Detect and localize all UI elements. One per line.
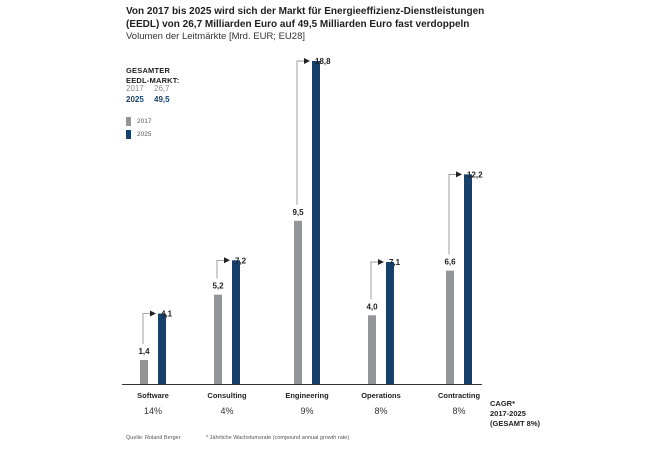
- value-label-2017-contracting: 6,6: [444, 258, 456, 267]
- category-label-operations: Operations: [361, 391, 401, 400]
- growth-connector-contracting: [448, 174, 456, 255]
- legend-item-2025: 2025: [126, 130, 151, 139]
- market-total-2017: 2017 26,7: [126, 84, 182, 94]
- growth-connector-operations: [370, 261, 378, 300]
- footnote: * Jährliche Wachstumsrate (compound annu…: [206, 435, 350, 441]
- bar-2017-engineering: [294, 220, 302, 384]
- cagr-value-contracting: 8%: [452, 406, 465, 416]
- growth-arrow-contracting: [456, 171, 462, 178]
- cagr-value-consulting: 4%: [220, 406, 233, 416]
- cagr-value-operations: 8%: [374, 406, 387, 416]
- value-label-2025-consulting: 7,2: [235, 256, 247, 265]
- category-label-consulting: Consulting: [207, 391, 247, 400]
- growth-arrow-operations: [378, 259, 384, 266]
- market-total-2025: 2025 49,5: [126, 95, 182, 105]
- market-total-2017-year: 2017: [126, 84, 144, 93]
- growth-connector-software: [142, 313, 150, 344]
- market-total-heading-line2: EEDL-MARKT:: [126, 76, 180, 85]
- source-note: Quelle: Roland Berger: [126, 435, 181, 441]
- bar-2025-engineering: [312, 61, 320, 384]
- legend-label-2025: 2025: [137, 131, 152, 139]
- bar-2017-software: [140, 359, 148, 384]
- chart-subtitle: Volumen der Leitmärkte [Mrd. EUR; EU28]: [126, 31, 305, 42]
- category-label-software: Software: [137, 391, 169, 400]
- bar-2025-consulting: [232, 260, 240, 384]
- cagr-value-engineering: 9%: [300, 406, 313, 416]
- value-label-2017-operations: 4,0: [366, 302, 378, 311]
- growth-connector-consulting: [216, 259, 224, 279]
- cagr-label: CAGR* 2017-2025 (GESAMT 8%): [490, 399, 540, 429]
- growth-arrow-engineering: [304, 58, 310, 64]
- legend-swatch-2017: [126, 117, 131, 126]
- market-total-2025-year: 2025: [126, 95, 144, 104]
- category-label-engineering: Engineering: [285, 391, 329, 400]
- growth-arrow-software: [150, 310, 156, 317]
- growth-connector-engineering: [296, 60, 304, 205]
- market-total-heading: GESAMTER EEDL-MARKT:: [126, 66, 179, 86]
- bar-2025-operations: [386, 262, 394, 384]
- bar-2025-contracting: [464, 174, 472, 384]
- value-label-2017-consulting: 5,2: [212, 282, 224, 291]
- chart-title: Von 2017 bis 2025 wird sich der Markt fü…: [126, 6, 485, 30]
- category-label-contracting: Contracting: [438, 391, 481, 400]
- bar-2017-consulting: [214, 294, 222, 384]
- value-label-2025-contracting: 12,2: [467, 170, 483, 179]
- value-label-2017-software: 1,4: [138, 347, 150, 356]
- legend-swatch-2025: [126, 130, 131, 139]
- value-label-2025-engineering: 18,8: [315, 57, 331, 66]
- cagr-label-line1: CAGR*: [490, 399, 516, 408]
- cagr-label-line3: (GESAMT 8%): [490, 419, 541, 428]
- bar-2017-contracting: [446, 270, 454, 384]
- market-total-heading-line1: GESAMTER: [126, 66, 171, 75]
- legend-item-2017: 2017: [126, 117, 151, 126]
- value-label-2025-operations: 7,1: [389, 258, 401, 267]
- cagr-value-software: 14%: [144, 406, 162, 416]
- bar-2025-software: [158, 313, 166, 384]
- value-label-2025-software: 4,1: [161, 310, 173, 319]
- bar-2017-operations: [368, 315, 376, 384]
- value-label-2017-engineering: 9,5: [292, 208, 304, 217]
- growth-arrow-consulting: [224, 257, 230, 264]
- cagr-label-line2: 2017-2025: [490, 409, 526, 418]
- legend-label-2017: 2017: [137, 118, 152, 126]
- market-total-2017-value: 26,7: [154, 84, 170, 93]
- market-total-2025-value: 49,5: [154, 95, 170, 104]
